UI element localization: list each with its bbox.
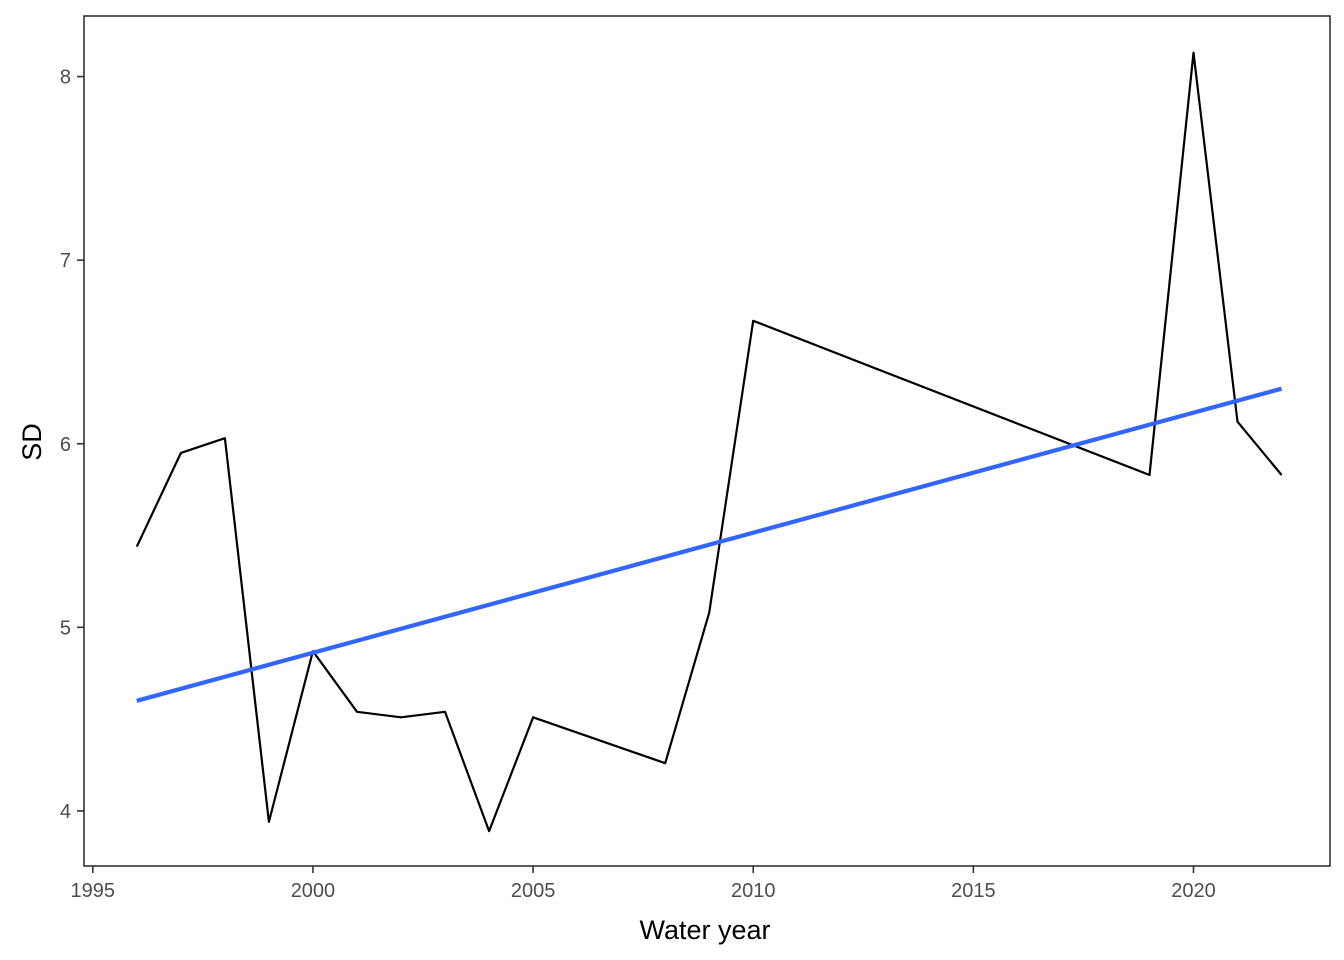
x-tick-label: 2015 [951,880,996,902]
y-tick-label: 7 [60,250,71,272]
sd-series-line [135,51,1283,833]
x-tick-label: 2020 [1171,880,1216,902]
x-tick-label: 2005 [511,880,556,902]
y-tick-label: 4 [60,801,71,823]
trend-line [136,386,1283,703]
y-axis-title: SD [17,423,47,461]
y-tick-label: 6 [60,434,71,456]
plot-panel-border [83,15,1331,867]
x-tick-label: 2010 [731,880,776,902]
y-tick-label: 8 [60,67,71,89]
x-axis: 1995 2000 2005 2010 2015 2020 [71,866,1216,902]
plot-area [83,15,1331,867]
x-tick-label: 1995 [71,880,116,902]
y-tick-label: 5 [60,617,71,639]
y-axis: 4 5 6 7 8 [60,67,84,823]
x-tick-label: 2000 [291,880,336,902]
x-axis-title: Water year [639,915,770,945]
